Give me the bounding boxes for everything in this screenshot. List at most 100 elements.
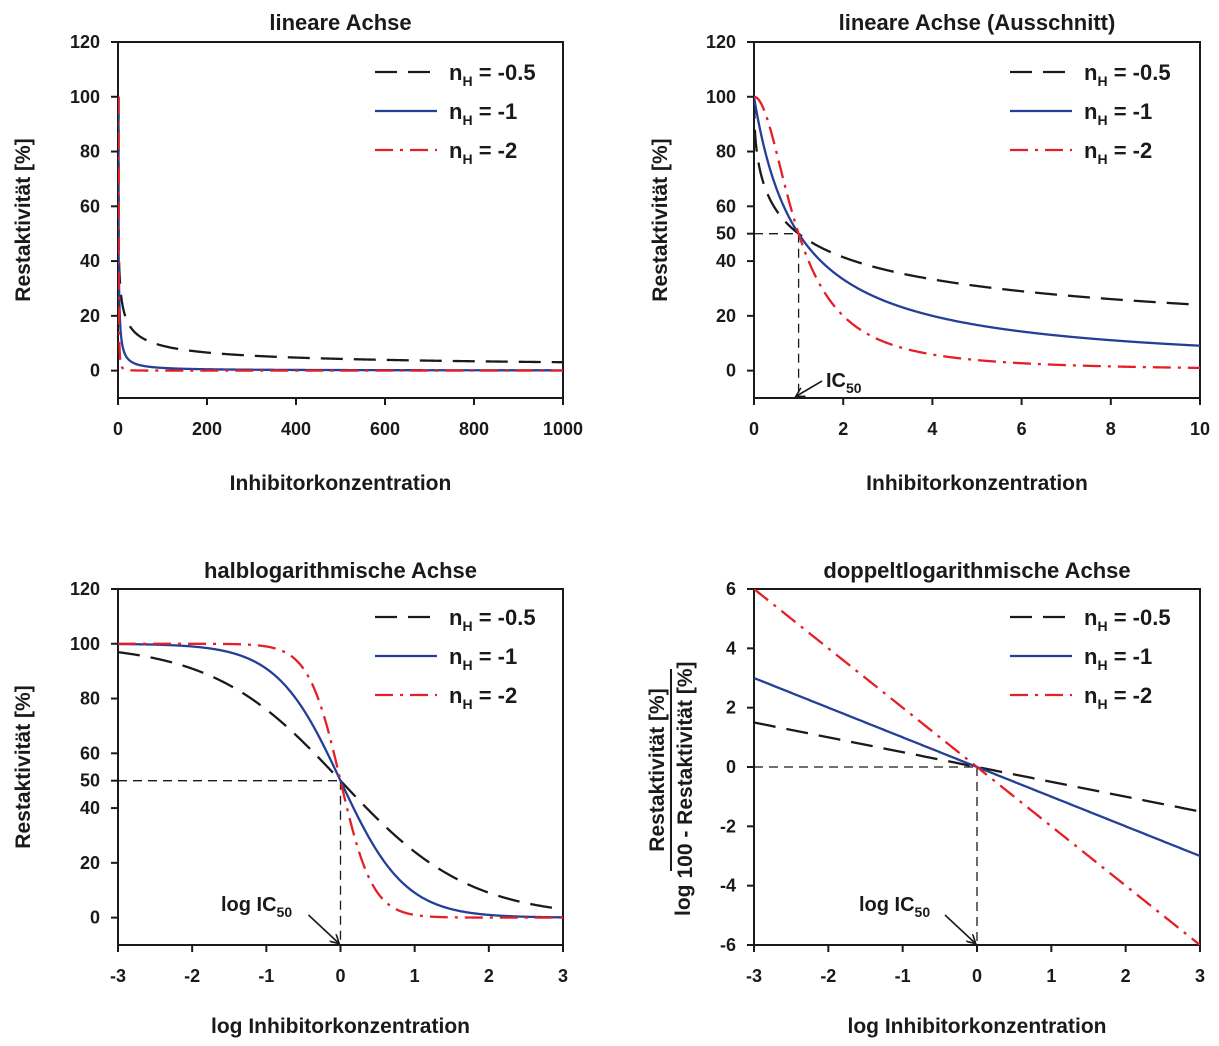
chart-title: halblogarithmische Achse <box>204 558 477 583</box>
x-axis-label: log Inhibitorkonzentration <box>848 1015 1107 1038</box>
series-line <box>754 96 1200 347</box>
legend-label: nH = -0.5 <box>449 60 536 89</box>
x-tick-label: 600 <box>370 419 400 439</box>
y-tick-label: 60 <box>80 743 100 763</box>
y-axis-label: log Restaktivität [%] 100 - Restaktivität … <box>646 661 697 916</box>
legend-label: nH = -2 <box>449 138 517 167</box>
x-tick-label: -2 <box>184 966 200 986</box>
plot-frame <box>117 41 564 399</box>
chart-3: halblogarithmische Achse -3 -2 -1 0 1 2 3 0 20 40 5… <box>12 558 568 1038</box>
x-axis-label: Inhibitorkonzentration <box>866 472 1088 495</box>
x-tick-label: 4 <box>927 419 937 439</box>
x-axis-label: log Inhibitorkonzentration <box>211 1015 470 1038</box>
x-tick-label: 0 <box>335 966 345 986</box>
x-tick-label: 8 <box>1106 419 1116 439</box>
y-tick-label: 4 <box>726 638 736 658</box>
y-tick-label: 0 <box>726 757 736 777</box>
ic50-arrow <box>797 380 823 396</box>
y-tick-label: 0 <box>90 908 100 928</box>
y-tick-label: 0 <box>90 361 100 381</box>
y-axis-label: Restaktivität [%] <box>649 138 672 301</box>
x-tick-label: -3 <box>110 966 126 986</box>
y-tick-label: 0 <box>726 361 736 381</box>
x-tick-label: -1 <box>895 966 911 986</box>
y-tick-label: -6 <box>720 935 736 955</box>
y-tick-label: 40 <box>80 251 100 271</box>
chart-2: lineare Achse (Ausschnitt)0 2 4 6 8 100204050… <box>649 10 1210 495</box>
ic50-arrow <box>944 914 975 943</box>
y-tick-label: 80 <box>80 142 100 162</box>
y-tick-label: 120 <box>70 32 100 52</box>
x-tick-label: 3 <box>1195 966 1205 986</box>
x-tick-label: 0 <box>972 966 982 986</box>
series-line <box>754 96 1200 306</box>
ic50-annotation: IC50 <box>826 370 862 396</box>
legend-label: nH = -1 <box>449 644 517 673</box>
y-tick-label: 60 <box>80 196 100 216</box>
y-tick-label: -2 <box>720 816 736 836</box>
legend-label: nH = -1 <box>1084 644 1152 673</box>
y-tick-label: 20 <box>80 306 100 326</box>
y-tick-label: 100 <box>70 634 100 654</box>
legend-label: nH = -0.5 <box>449 605 536 634</box>
x-tick-label: 3 <box>558 966 568 986</box>
x-tick-label: 6 <box>1017 419 1027 439</box>
chart-title: lineare Achse <box>269 10 411 35</box>
y-tick-label: 6 <box>726 579 736 599</box>
plot-frame <box>753 41 1201 399</box>
series-line <box>118 642 563 919</box>
x-tick-label: 0 <box>749 419 759 439</box>
y-tick-label: 100 <box>70 87 100 107</box>
y-tick-label: -4 <box>720 876 736 896</box>
y-tick-label: 20 <box>716 306 736 326</box>
series-line <box>118 642 563 919</box>
x-tick-label: 2 <box>1121 966 1131 986</box>
y-tick-label: 100 <box>706 87 736 107</box>
series-line <box>754 589 1200 945</box>
ic50-arrow <box>307 914 339 943</box>
y-tick-label: 120 <box>70 579 100 599</box>
x-tick-label: 0 <box>113 419 123 439</box>
x-tick-label: 1000 <box>543 419 583 439</box>
legend-label: nH = -1 <box>1084 99 1152 128</box>
x-tick-label: 400 <box>281 419 311 439</box>
chart-title: doppeltlogarithmische Achse <box>823 558 1130 583</box>
series-line <box>118 96 563 372</box>
ic50-annotation: log IC50 <box>859 894 930 920</box>
x-tick-label: -2 <box>820 966 836 986</box>
x-tick-label: 10 <box>1190 419 1210 439</box>
x-tick-label: 800 <box>459 419 489 439</box>
x-tick-label: -3 <box>746 966 762 986</box>
y-tick-label: 2 <box>726 698 736 718</box>
chart-title: lineare Achse (Ausschnitt) <box>839 10 1116 35</box>
ic50-annotation: log IC50 <box>221 894 292 920</box>
series-line <box>754 721 1200 813</box>
x-tick-label: -1 <box>258 966 274 986</box>
y-tick-label: 20 <box>80 853 100 873</box>
y-tick-label: 80 <box>716 142 736 162</box>
legend-label: nH = -0.5 <box>1084 605 1171 634</box>
y-tick-label: 80 <box>80 689 100 709</box>
x-tick-label: 200 <box>192 419 222 439</box>
legend-label: nH = -0.5 <box>1084 60 1171 89</box>
x-axis-label: Inhibitorkonzentration <box>230 472 452 495</box>
y-label-denominator: 100 - Restaktivität [%] <box>674 661 697 878</box>
legend-label: nH = -2 <box>1084 138 1152 167</box>
chart-4: doppeltlogarithmische Achse -3 -2 -1 0 1 2 3 -6 -… <box>646 558 1205 1038</box>
y-tick-label: 120 <box>706 32 736 52</box>
series-line <box>118 96 563 364</box>
x-tick-label: 2 <box>484 966 494 986</box>
chart-1: lineare Achse 0 200 400 600 800 1000 0 20 40 60 80 1… <box>12 10 583 495</box>
y-tick-label: 50 <box>80 771 100 791</box>
y-label-numerator: Restaktivität [%] <box>646 688 669 851</box>
x-tick-label: 2 <box>838 419 848 439</box>
y-tick-label: 40 <box>716 251 736 271</box>
y-tick-label: 40 <box>80 798 100 818</box>
y-tick-label: 60 <box>716 196 736 216</box>
legend-label: nH = -2 <box>449 683 517 712</box>
x-tick-label: 1 <box>410 966 420 986</box>
x-tick-label: 1 <box>1046 966 1056 986</box>
legend-label: nH = -1 <box>449 99 517 128</box>
y-tick-label: 50 <box>716 224 736 244</box>
